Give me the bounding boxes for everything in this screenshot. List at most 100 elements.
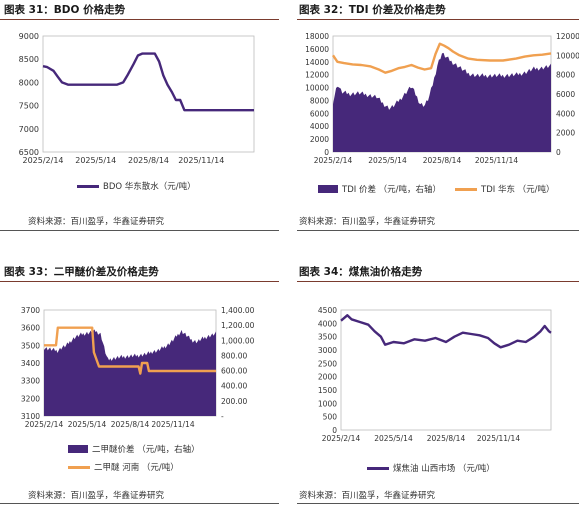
y2-tick-label: 600.00 [221,367,247,376]
y-tick-label: 1500 [318,386,337,395]
source-note: 资料来源：百川盈孚，华鑫证券研究 [299,217,436,227]
y-tick-label: 0 [324,148,329,157]
spread-area-series [333,52,551,152]
y2-tick-label: 800.00 [221,351,247,360]
y-tick-label: 8000 [19,78,39,87]
y2-tick-label: 4000 [556,109,575,118]
source-note: 资料来源：百川盈孚，华鑫证券研究 [299,491,436,501]
x-tick-label: 2025/2/14 [22,156,63,165]
title-rule [0,19,279,20]
y-tick-label: 3200 [21,394,40,403]
y-tick-label: 8500 [19,55,39,64]
x-tick-label: 2025/5/14 [68,420,107,429]
x-tick-label: 2025/11/14 [151,420,194,429]
legend-swatch [367,466,389,470]
tdi-legend: TDI 价差 （元/吨，右轴） TDI 华东 （元/吨） [318,183,569,195]
price-line-series [340,314,552,349]
y-tick-label: 2500 [318,359,337,368]
y2-tick-label: 0 [556,148,561,157]
x-tick-label: 2025/2/14 [322,434,361,443]
legend-item: 煤焦油 山西市场 （元/吨） [367,462,495,474]
y-tick-label: 12000 [305,71,329,80]
y2-tick-label: 2000 [556,129,575,138]
legend-label: 煤焦油 山西市场 （元/吨） [393,464,495,474]
y-tick-label: 1000 [318,399,337,408]
x-tick-label: 2025/5/14 [374,434,413,443]
x-tick-label: 2025/11/14 [178,156,224,165]
y-tick-label: 0 [332,426,337,435]
dme-spread-price-chart: 3700 3600 3500 3400 3300 3200 3100 1,400.00 1,20… [21,306,255,429]
legend-label: BDO 华东散水（元/吨） [103,182,196,192]
legend-label: 二甲醚价差 （元/吨，右轴） [92,445,200,455]
price-line-series [332,42,552,74]
y-tick-label: 3400 [21,359,40,368]
legend-item: 二甲醚价差 （元/吨，右轴） [68,443,200,455]
y-tick-label: 16000 [305,45,329,54]
x-tick-label: 2025/11/14 [477,434,520,443]
y-tick-label: 3500 [318,333,337,342]
y-tick-label: 8000 [310,96,329,105]
x-tick-label: 2025/5/14 [368,156,407,165]
price-line-series [44,326,216,375]
y-tick-label: 3500 [21,341,40,350]
bottom-rule [297,503,579,504]
y-tick-label: 9000 [19,32,39,41]
x-tick-label: 2025/8/14 [427,434,466,443]
legend-label: TDI 价差 （元/吨，右轴） [342,185,442,195]
y-tick-label: 3600 [21,324,40,333]
y2-tick-label: - [221,412,224,421]
legend-item: 二甲醚 河南 （元/吨） [68,461,179,473]
coal-tar-legend: 煤焦油 山西市场 （元/吨） [367,462,509,474]
source-note: 资料来源：百川盈孚，华鑫证券研究 [28,217,165,227]
y-tick-label: 18000 [305,32,329,41]
spread-area-series [44,329,216,416]
x-tick-label: 2025/8/14 [128,156,169,165]
y-tick-label: 6000 [310,109,329,118]
price-line-series [42,52,254,112]
tdi-spread-price-chart: 18000 16000 14000 12000 10000 8000 6000 4000 200… [305,32,579,165]
x-tick-label: 2025/8/14 [111,420,150,429]
y-tick-label: 6500 [19,148,39,157]
y-tick-label: 14000 [305,58,329,67]
dme-legend: 二甲醚价差 （元/吨，右轴） 二甲醚 河南 （元/吨） [68,443,214,473]
y2-tick-label: 200.00 [221,397,247,406]
legend-item: BDO 华东散水（元/吨） [77,180,196,192]
legend-swatch [77,184,99,188]
bottom-rule [297,230,579,231]
y-tick-label: 4000 [310,122,329,131]
y-tick-label: 2000 [310,135,329,144]
coal-tar-price-chart: 4500400035003000250020001500100050002025… [318,306,552,443]
y-tick-label: 3100 [21,412,40,421]
title-rule [0,281,279,282]
legend-item: TDI 华东 （元/吨） [455,183,555,195]
x-tick-label: 2025/2/14 [25,420,64,429]
bottom-rule [0,503,279,504]
y-tick-label: 7500 [19,102,39,111]
x-tick-label: 2025/8/14 [423,156,462,165]
title-rule [297,19,579,20]
y2-tick-label: 1,400.00 [221,306,255,315]
y-tick-label: 3300 [21,377,40,386]
legend-item: TDI 价差 （元/吨，右轴） [318,183,441,195]
y2-tick-label: 12000 [556,32,579,41]
y-tick-label: 4000 [318,319,337,328]
source-note: 资料来源：百川盈孚，华鑫证券研究 [28,491,165,501]
x-tick-label: 2025/11/14 [475,156,518,165]
panel-title-tdi: 图表 32：TDI 价差及价格走势 [299,4,446,16]
y-tick-label: 4500 [318,306,337,315]
plot-frame [42,35,255,153]
y-tick-label: 3700 [21,306,40,315]
y-tick-label: 2000 [318,373,337,382]
y2-tick-label: 8000 [556,71,575,80]
legend-label: TDI 华东 （元/吨） [481,185,555,195]
legend-label: 二甲醚 河南 （元/吨） [94,463,179,473]
x-tick-label: 2025/5/14 [75,156,116,165]
y2-tick-label: 1,000.00 [221,336,255,345]
y2-tick-label: 6000 [556,90,575,99]
plot-frame [340,309,552,431]
panel-title-bdo: 图表 31：BDO 价格走势 [4,4,126,16]
panel-title-coal-tar: 图表 34：煤焦油价格走势 [299,266,423,278]
panel-title-dme: 图表 33：二甲醚价差及价格走势 [4,266,159,278]
y2-tick-label: 1,200.00 [221,321,255,330]
